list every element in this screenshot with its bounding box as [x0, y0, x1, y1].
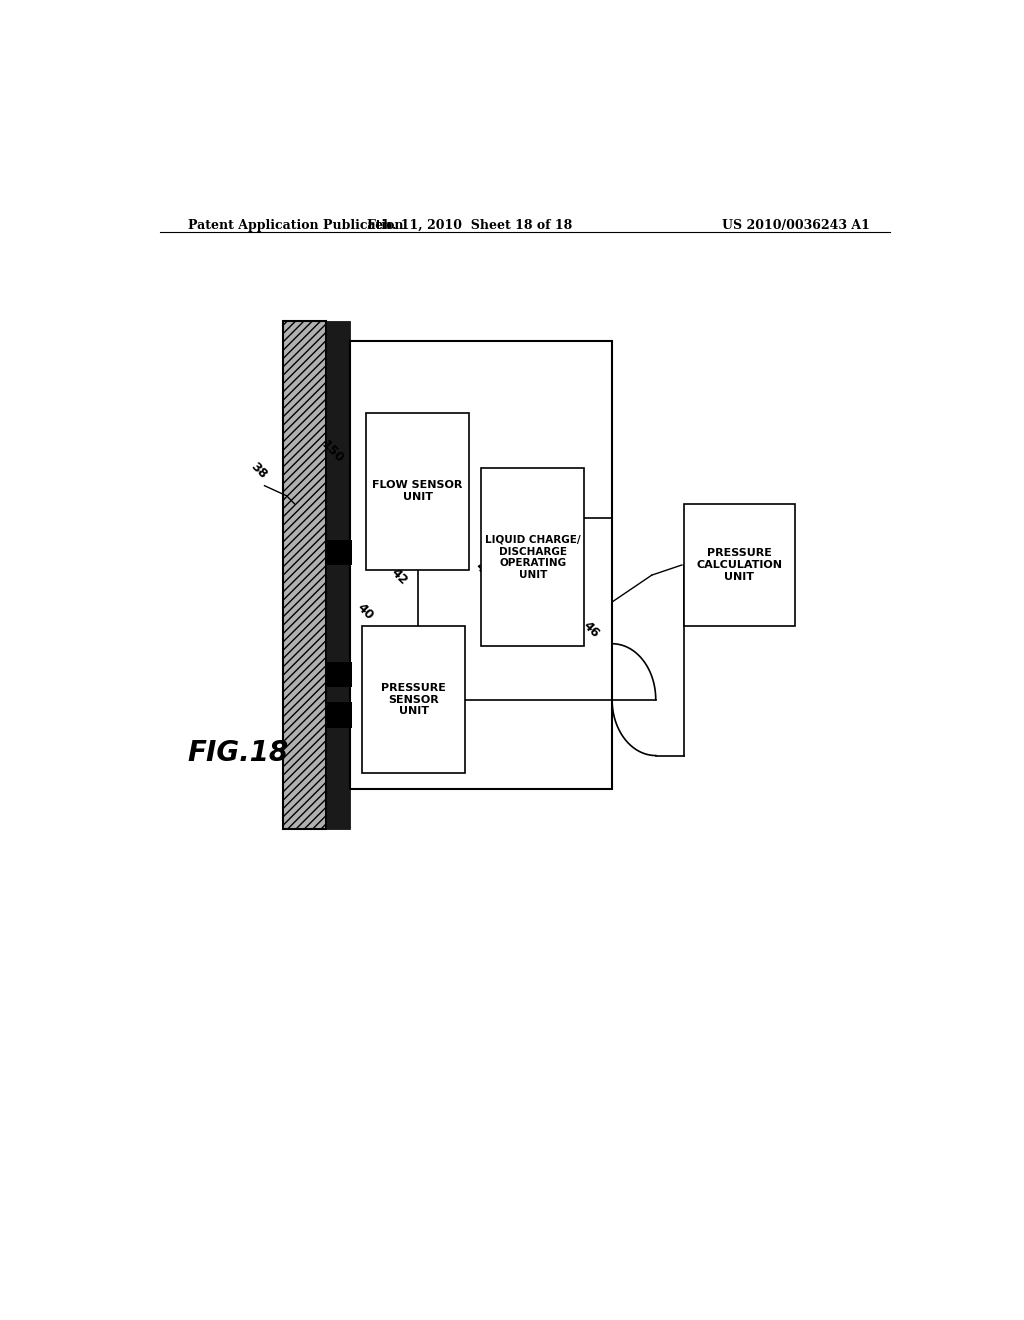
Text: FLOW SENSOR
UNIT: FLOW SENSOR UNIT [373, 480, 463, 502]
Text: US 2010/0036243 A1: US 2010/0036243 A1 [722, 219, 870, 231]
Text: PRESSURE
CALCULATION
UNIT: PRESSURE CALCULATION UNIT [696, 548, 782, 582]
Text: PRESSURE
SENSOR
UNIT: PRESSURE SENSOR UNIT [381, 682, 446, 717]
Text: LIQUID CHARGE/
DISCHARGE
OPERATING
UNIT: LIQUID CHARGE/ DISCHARGE OPERATING UNIT [485, 535, 581, 579]
Text: 12: 12 [402, 442, 425, 463]
Bar [327, 321, 350, 829]
Text: 42: 42 [389, 566, 411, 587]
Bar [325, 661, 352, 686]
Text: 150: 150 [318, 438, 347, 466]
Bar [325, 702, 352, 727]
Text: Feb. 11, 2010  Sheet 18 of 18: Feb. 11, 2010 Sheet 18 of 18 [367, 219, 571, 231]
Bar [362, 626, 465, 774]
Bar [367, 413, 469, 570]
Text: 40: 40 [354, 602, 376, 623]
Text: 46: 46 [580, 619, 601, 640]
Text: Patent Application Publication: Patent Application Publication [187, 219, 403, 231]
Bar [283, 321, 327, 829]
Text: FIG.18: FIG.18 [187, 739, 289, 767]
Bar [350, 342, 612, 788]
Bar [481, 469, 585, 647]
Bar [684, 504, 795, 626]
Text: 38: 38 [248, 461, 269, 482]
Text: 44: 44 [472, 560, 494, 581]
Bar [325, 540, 352, 565]
